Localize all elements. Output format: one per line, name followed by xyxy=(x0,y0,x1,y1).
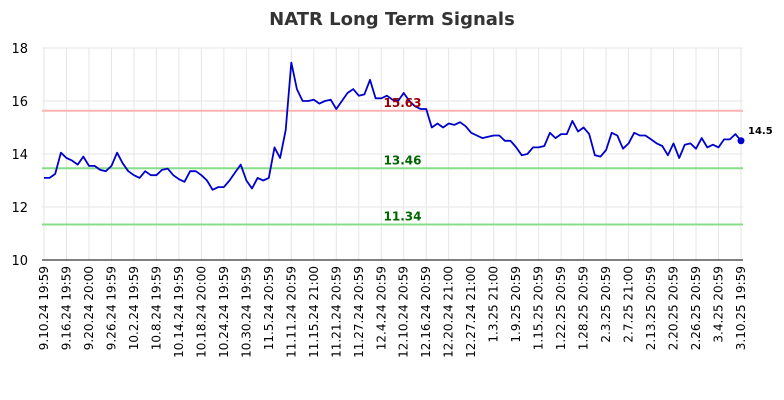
x-tick-label: 1.22.25 20:59 xyxy=(554,266,568,350)
x-tick-label: 3.10.25 19:59 xyxy=(734,266,748,350)
axes: 10 12 14 16 18 9.10.24 19:59 9.16.24 19:59 9.20… xyxy=(11,42,748,358)
x-tick-label: 11.15.24 21:00 xyxy=(307,266,321,358)
x-tick-label: 9.20.24 20:00 xyxy=(82,266,96,350)
x-tick-label: 1.9.25 20:59 xyxy=(509,266,523,343)
signal-label: 15.63 xyxy=(384,96,422,110)
x-tick-label: 1.28.25 20:59 xyxy=(577,266,591,350)
x-tick-label: 10.8.24 19:59 xyxy=(149,266,163,350)
chart-title: NATR Long Term Signals xyxy=(269,9,515,30)
y-tick-label: 18 xyxy=(11,42,28,57)
y-tick-label: 10 xyxy=(11,254,28,269)
signal-lines xyxy=(42,109,743,226)
x-tick-label: 12.4.24 20:59 xyxy=(374,266,388,350)
price-line xyxy=(44,61,742,191)
x-tick-label: 1.3.25 21:00 xyxy=(487,266,501,343)
x-tick-label: 12.16.24 20:59 xyxy=(419,266,433,358)
x-tick-label: 11.5.24 20:59 xyxy=(262,266,276,350)
signal-label: 11.34 xyxy=(384,209,422,223)
x-tick-label: 11.11.24 20:59 xyxy=(284,266,298,358)
x-tick-label: 12.20.24 21:00 xyxy=(442,266,456,358)
x-tick-label: 2.3.25 20:59 xyxy=(599,266,613,343)
last-value-label: 14.5 xyxy=(748,126,773,137)
x-tick-label: 10.24.24 19:59 xyxy=(217,266,231,358)
x-tick-label: 9.10.24 19:59 xyxy=(37,266,51,350)
x-tick-label: 2.7.25 21:00 xyxy=(622,266,636,343)
x-tick-label: 2.20.25 20:59 xyxy=(667,266,681,350)
x-tick-label: 10.30.24 19:59 xyxy=(239,266,253,358)
y-tick-label: 14 xyxy=(11,148,28,163)
x-tick-label: 12.10.24 20:59 xyxy=(397,266,411,358)
x-tick-label: 2.13.25 20:59 xyxy=(644,266,658,350)
price-series xyxy=(44,61,745,191)
x-tick-label: 2.26.25 20:59 xyxy=(689,266,703,350)
x-tick-label: 10.14.24 19:59 xyxy=(172,266,186,358)
x-tick-label: 11.21.24 20:59 xyxy=(329,266,343,358)
y-tick-label: 16 xyxy=(11,95,28,110)
x-tick-label: 9.16.24 19:59 xyxy=(59,266,73,350)
x-tick-label: 1.15.25 20:59 xyxy=(532,266,546,350)
x-tick-label: 10.18.24 20:00 xyxy=(194,266,208,358)
x-tick-label: 9.26.24 19:59 xyxy=(104,266,118,350)
x-tick-label: 11.27.24 20:59 xyxy=(352,266,366,358)
x-tick-label: 3.4.25 20:59 xyxy=(712,266,726,343)
last-point-marker xyxy=(737,137,745,145)
annotations: 15.63 13.46 11.34 14.5 xyxy=(384,96,773,224)
y-tick-label: 12 xyxy=(11,201,28,216)
x-tick-label: 12.27.24 21:00 xyxy=(464,266,478,358)
x-tick-label: 10.2.24 19:59 xyxy=(127,266,141,350)
signal-label: 13.46 xyxy=(384,153,422,167)
